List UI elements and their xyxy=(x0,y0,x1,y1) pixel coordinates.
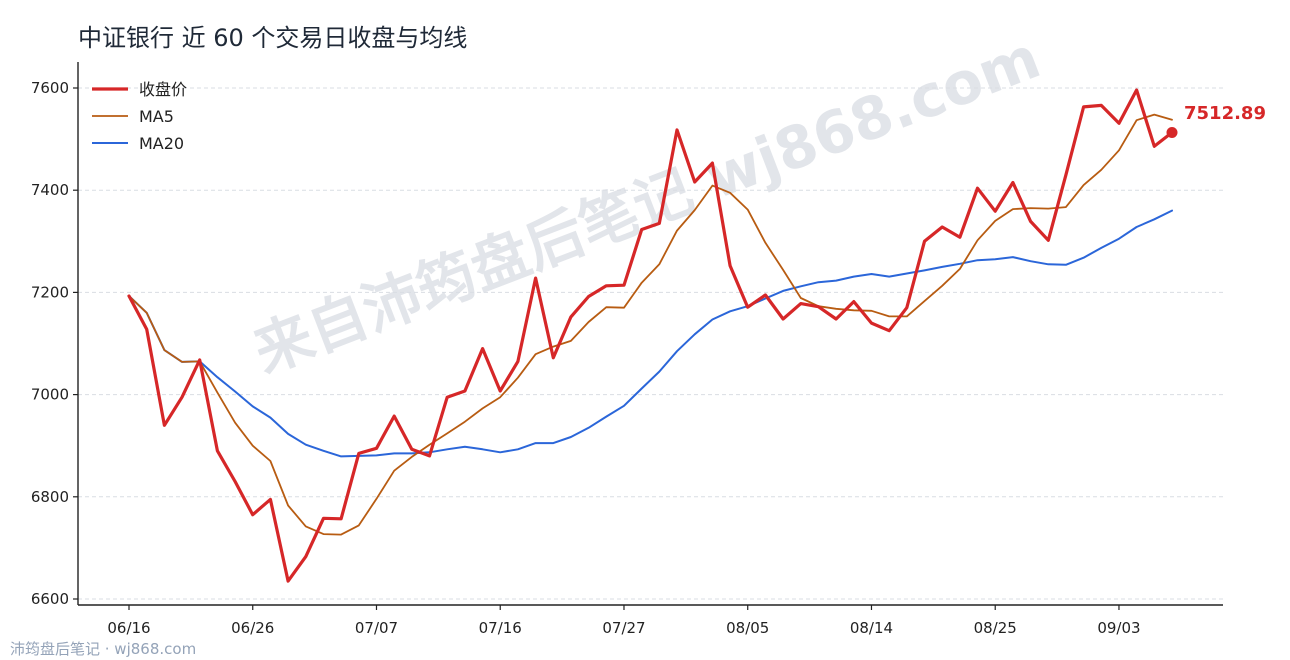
footer-credit: 沛筠盘后笔记 · wj868.com xyxy=(10,640,197,658)
x-tick-label: 08/05 xyxy=(726,619,769,637)
y-tick-label: 6800 xyxy=(31,488,69,506)
x-tick-label: 08/25 xyxy=(974,619,1017,637)
y-tick-label: 7200 xyxy=(31,283,69,301)
grid-lines xyxy=(78,87,1223,600)
x-tick-label: 07/07 xyxy=(355,619,398,637)
legend-label: MA5 xyxy=(139,107,174,126)
y-tick-label: 7600 xyxy=(31,79,69,97)
series-lines: 7512.89 xyxy=(127,88,1266,583)
x-tick-label: 07/16 xyxy=(479,619,522,637)
last-value-label: 7512.89 xyxy=(1184,103,1266,124)
x-tick-label: 08/14 xyxy=(850,619,893,637)
x-tick-label: 06/26 xyxy=(231,619,274,637)
x-tick-label: 09/03 xyxy=(1097,619,1140,637)
legend-label: MA20 xyxy=(139,134,184,153)
x-tick-label: 07/27 xyxy=(602,619,645,637)
axes: 6600 6800 7000 7200 7400 7600 06/16 06/26 07/07 0… xyxy=(31,62,1223,637)
series-line-ma20 xyxy=(128,209,1173,458)
y-tick-label: 7000 xyxy=(31,386,69,404)
series-line-ma5 xyxy=(128,113,1173,536)
chart-title: 中证银行 近 60 个交易日收盘与均线 xyxy=(78,24,468,52)
last-point-marker xyxy=(1166,126,1178,138)
y-tick-label: 6600 xyxy=(31,590,69,608)
y-tick-label: 7400 xyxy=(31,181,69,199)
x-tick-label: 06/16 xyxy=(107,619,150,637)
legend: 收盘价 MA5 MA20 xyxy=(92,80,187,153)
legend-label: 收盘价 xyxy=(139,80,187,99)
series-line-close xyxy=(127,88,1174,583)
